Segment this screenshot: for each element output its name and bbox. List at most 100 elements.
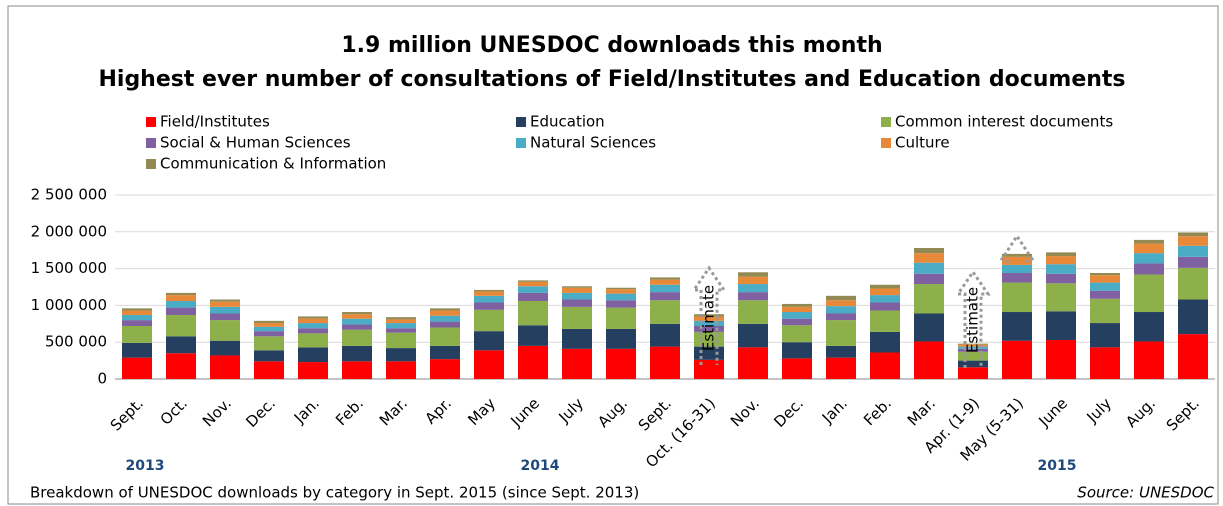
y-tick-label: 2 500 000 — [31, 186, 107, 204]
x-tick-label: July — [1082, 394, 1115, 427]
bar-segment — [606, 348, 636, 379]
bar-segment — [1134, 341, 1164, 379]
x-tick-label: June — [1034, 394, 1071, 431]
bar-segment — [1090, 347, 1120, 379]
bar-segment — [210, 320, 240, 341]
legend-swatch — [146, 138, 156, 148]
bar-segment — [386, 361, 416, 379]
bar-segment — [518, 281, 548, 287]
bar-segment — [562, 286, 592, 288]
bar-segment — [694, 314, 724, 317]
bar-segment — [1046, 339, 1076, 379]
bar-segment — [826, 345, 856, 358]
bar-segment — [738, 284, 768, 293]
bar-segment — [430, 321, 460, 328]
bar-segment — [342, 324, 372, 330]
x-tick-label: Dec. — [242, 394, 279, 431]
bar-segment — [122, 357, 152, 379]
bar-segment — [1002, 264, 1032, 274]
bar-segment — [166, 353, 196, 379]
bar-segment — [474, 350, 504, 379]
bar-segment — [518, 292, 548, 301]
bar-segment — [782, 306, 812, 313]
bar-segment — [386, 328, 416, 333]
x-tick-label: Aug. — [594, 394, 631, 431]
x-tick-label: Oct. — [157, 394, 191, 428]
bar-segment — [870, 284, 900, 289]
bar-segment — [1090, 282, 1120, 291]
legend-swatch — [516, 138, 526, 148]
bar-segment — [518, 300, 548, 326]
bar-segment — [914, 247, 944, 254]
bar-segment — [738, 272, 768, 277]
bar-segment — [782, 342, 812, 359]
bar-segment — [1090, 273, 1120, 276]
bar-segment — [1178, 256, 1208, 268]
bar-segment — [298, 318, 328, 324]
bar-segment — [606, 293, 636, 301]
legend-label: Communication & Information — [160, 155, 386, 173]
estimate-arrow — [955, 269, 991, 368]
bar-segment — [782, 325, 812, 343]
bar-segment — [606, 287, 636, 290]
y-tick-label: 1 000 000 — [31, 296, 107, 314]
bar-segment — [1046, 283, 1076, 312]
bar-segment — [122, 320, 152, 327]
bar-segment — [1134, 253, 1164, 264]
bar-segment — [562, 287, 592, 293]
source: Source: UNESDOC — [1077, 484, 1214, 502]
x-tick-label: Mar. — [376, 394, 411, 429]
bar-segment — [342, 361, 372, 379]
annotation: Estimate — [964, 287, 982, 353]
bar-segment — [254, 323, 284, 327]
bar-segment — [298, 316, 328, 319]
bar-segment — [650, 284, 680, 293]
bar-segment — [166, 295, 196, 301]
y-tick-label: 500 000 — [45, 333, 107, 351]
bar-segment — [430, 345, 460, 360]
bar-segment — [430, 315, 460, 322]
bar-segment — [1178, 236, 1208, 246]
bar-segment — [694, 316, 724, 321]
bar-segment — [342, 312, 372, 315]
bar-segment — [430, 308, 460, 311]
x-tick-label: Nov. — [727, 394, 763, 430]
bar-segment — [738, 300, 768, 324]
bar-segment — [826, 320, 856, 346]
x-tick-label: Feb. — [860, 394, 895, 429]
bar-segment — [342, 329, 372, 346]
bar-segment — [122, 326, 152, 343]
bar-segment — [342, 318, 372, 325]
bar-segment — [782, 312, 812, 319]
bar-segment — [1090, 298, 1120, 324]
bar-segment — [430, 359, 460, 379]
bar-segment — [650, 346, 680, 379]
bar-segment — [1046, 273, 1076, 284]
bar-segment — [210, 340, 240, 356]
bar-segment — [914, 341, 944, 379]
legend-swatch — [881, 138, 891, 148]
x-tick-label: Sept. — [635, 394, 675, 434]
bar-segment — [298, 362, 328, 379]
bar-segment — [870, 310, 900, 332]
bar-segment — [210, 299, 240, 302]
bar-segment — [386, 319, 416, 324]
x-tick-label: Mar. — [904, 394, 939, 429]
bar-segment — [386, 323, 416, 329]
bar-segment — [166, 336, 196, 354]
bar-segment — [518, 286, 548, 293]
bar-segment — [430, 310, 460, 316]
x-tick-label: July — [554, 394, 587, 427]
bar-segment — [738, 292, 768, 301]
bar-segment — [606, 300, 636, 308]
bar-segment — [166, 307, 196, 315]
x-tick-label: Sept. — [1163, 394, 1203, 434]
bar-segment — [254, 320, 284, 324]
bar-segment — [606, 328, 636, 349]
bar-segment — [1090, 275, 1120, 283]
bar-segment — [210, 313, 240, 321]
bar-segment — [474, 291, 504, 296]
bar-segment — [782, 358, 812, 379]
bar-segment — [166, 300, 196, 308]
